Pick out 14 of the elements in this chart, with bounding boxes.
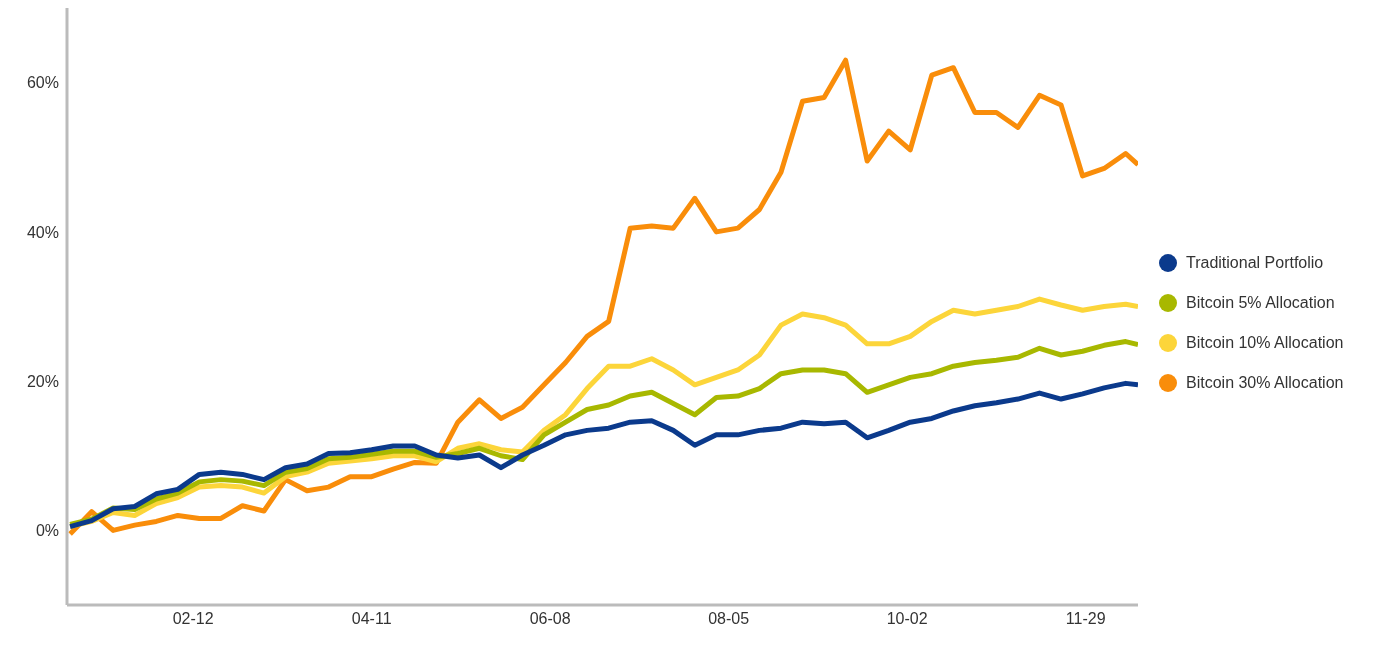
y-tick-label: 20% bbox=[26, 372, 59, 390]
x-tick-label: 02-12 bbox=[172, 610, 214, 628]
legend-label: Bitcoin 30% Allocation bbox=[1186, 374, 1344, 392]
x-tick-label: 10-02 bbox=[886, 610, 928, 628]
x-tick-label: 06-08 bbox=[529, 610, 571, 628]
y-tick-label: 0% bbox=[35, 522, 59, 540]
x-tick-label: 08-05 bbox=[708, 610, 750, 628]
x-tick-label: 11-29 bbox=[1065, 610, 1106, 628]
y-tick-label: 60% bbox=[26, 74, 59, 92]
legend-label: Bitcoin 10% Allocation bbox=[1186, 334, 1344, 352]
x-tick-label: 04-11 bbox=[351, 610, 392, 628]
y-tick-label: 40% bbox=[26, 223, 59, 241]
legend-label: Traditional Portfolio bbox=[1186, 254, 1324, 272]
legend-label: Bitcoin 5% Allocation bbox=[1186, 294, 1335, 312]
